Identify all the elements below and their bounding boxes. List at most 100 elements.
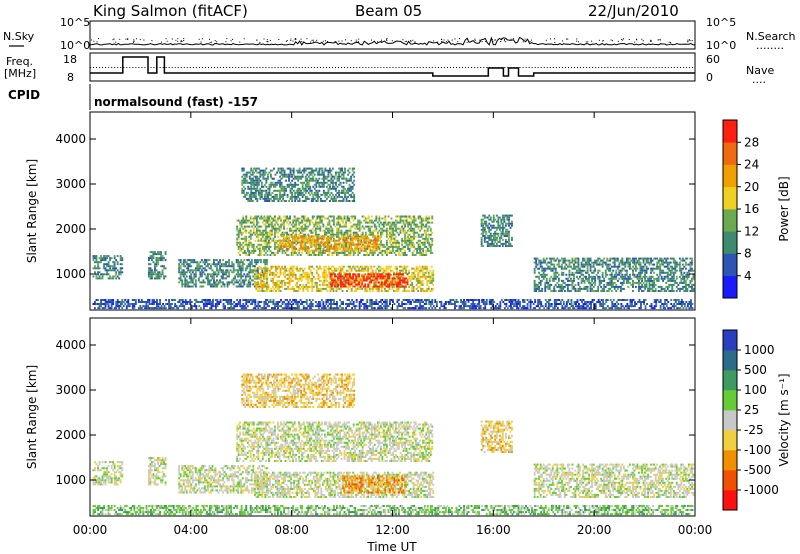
echo-cell <box>368 275 371 278</box>
noise-dot <box>471 40 473 42</box>
echo-cell <box>380 287 383 290</box>
echo-cell <box>301 239 304 242</box>
echo-cell <box>339 215 341 218</box>
nave-dot <box>419 67 421 68</box>
echo-cell <box>237 251 240 254</box>
echo-cell <box>408 249 411 252</box>
echo-cell <box>341 177 343 180</box>
echo-cell <box>395 219 397 222</box>
echo-cell <box>269 241 272 244</box>
echo-cell <box>351 235 354 238</box>
echo-cell <box>332 185 334 188</box>
echo-cell <box>92 275 95 278</box>
echo-cell <box>297 177 300 180</box>
echo-cell <box>316 217 319 220</box>
noise-dot <box>311 39 313 41</box>
echo-cell <box>367 267 370 270</box>
echo-cell <box>228 283 230 286</box>
echo-cell <box>400 281 403 284</box>
echo-cell <box>363 249 366 252</box>
echo-cell <box>337 251 340 254</box>
echo-cell <box>404 239 406 242</box>
nave-dot <box>655 67 657 68</box>
echo-cell <box>267 193 269 196</box>
echo-cell <box>261 285 264 288</box>
echo-cell <box>256 267 259 270</box>
echo-cell <box>492 242 495 245</box>
echo-cell <box>497 220 500 223</box>
echo-cell <box>248 195 251 198</box>
echo-cell <box>336 177 339 180</box>
echo-cell <box>254 231 257 234</box>
echo-cell <box>398 241 400 244</box>
echo-cell <box>317 237 320 240</box>
echo-cell <box>413 215 416 218</box>
echo-cell <box>310 239 313 242</box>
echo-cell <box>375 227 378 230</box>
echo-cell <box>326 247 328 250</box>
echo-cell <box>249 225 252 228</box>
echo-cell <box>251 181 254 184</box>
echo-cell <box>259 259 262 262</box>
echo-cell <box>308 251 311 254</box>
echo-cell <box>362 277 365 280</box>
echo-cell <box>196 265 199 268</box>
echo-cell <box>308 275 311 278</box>
echo-cell <box>367 277 370 280</box>
echo-cell <box>155 257 158 260</box>
echo-cell <box>509 214 512 217</box>
echo-cell <box>321 181 324 184</box>
echo-cell <box>378 239 381 242</box>
echo-cell <box>190 265 193 268</box>
echo-cell <box>535 263 538 266</box>
nave-dot <box>338 67 339 68</box>
echo-cell <box>393 229 396 232</box>
echo-cell <box>417 247 420 250</box>
echo-cell <box>337 233 340 236</box>
echo-cell <box>301 225 304 228</box>
echo-cell <box>259 281 262 284</box>
echo-cell <box>325 177 328 180</box>
echo-cell <box>389 249 391 252</box>
echo-cell <box>307 239 310 242</box>
echo-cell <box>246 283 249 286</box>
echo-cell <box>285 189 287 192</box>
echo-cell <box>157 257 159 260</box>
echo-cell <box>253 283 256 286</box>
echo-cell <box>184 281 187 284</box>
echo-cell <box>241 285 244 288</box>
echo-cell <box>188 277 191 280</box>
echo-cell <box>533 287 536 290</box>
echo-cell <box>398 227 400 230</box>
echo-cell <box>280 193 283 196</box>
echo-cell <box>184 261 187 264</box>
echo-cell <box>508 245 510 247</box>
echo-cell <box>334 285 336 288</box>
echo-cell <box>100 259 102 262</box>
echo-cell <box>292 173 295 176</box>
echo-cell <box>393 241 396 244</box>
nave-dot <box>583 67 585 68</box>
echo-cell <box>231 263 234 266</box>
echo-cell <box>239 245 242 248</box>
echo-cell <box>335 181 337 184</box>
echo-cell <box>417 279 420 282</box>
echo-cell <box>317 254 320 256</box>
nave-dot <box>595 67 597 68</box>
echo-cell <box>247 279 250 282</box>
echo-cell <box>257 183 260 186</box>
echo-cell <box>293 271 296 274</box>
echo-cell <box>225 271 227 274</box>
echo-cell <box>297 287 300 290</box>
echo-cell <box>485 230 488 233</box>
echo-cell <box>378 243 381 246</box>
echo-cell <box>349 233 352 236</box>
echo-cell <box>242 219 245 222</box>
echo-cell <box>315 265 318 268</box>
nave-dot <box>689 67 690 68</box>
echo-cell <box>271 177 274 180</box>
echo-cell <box>536 275 539 278</box>
echo-cell <box>387 251 390 254</box>
echo-cell <box>498 240 501 243</box>
